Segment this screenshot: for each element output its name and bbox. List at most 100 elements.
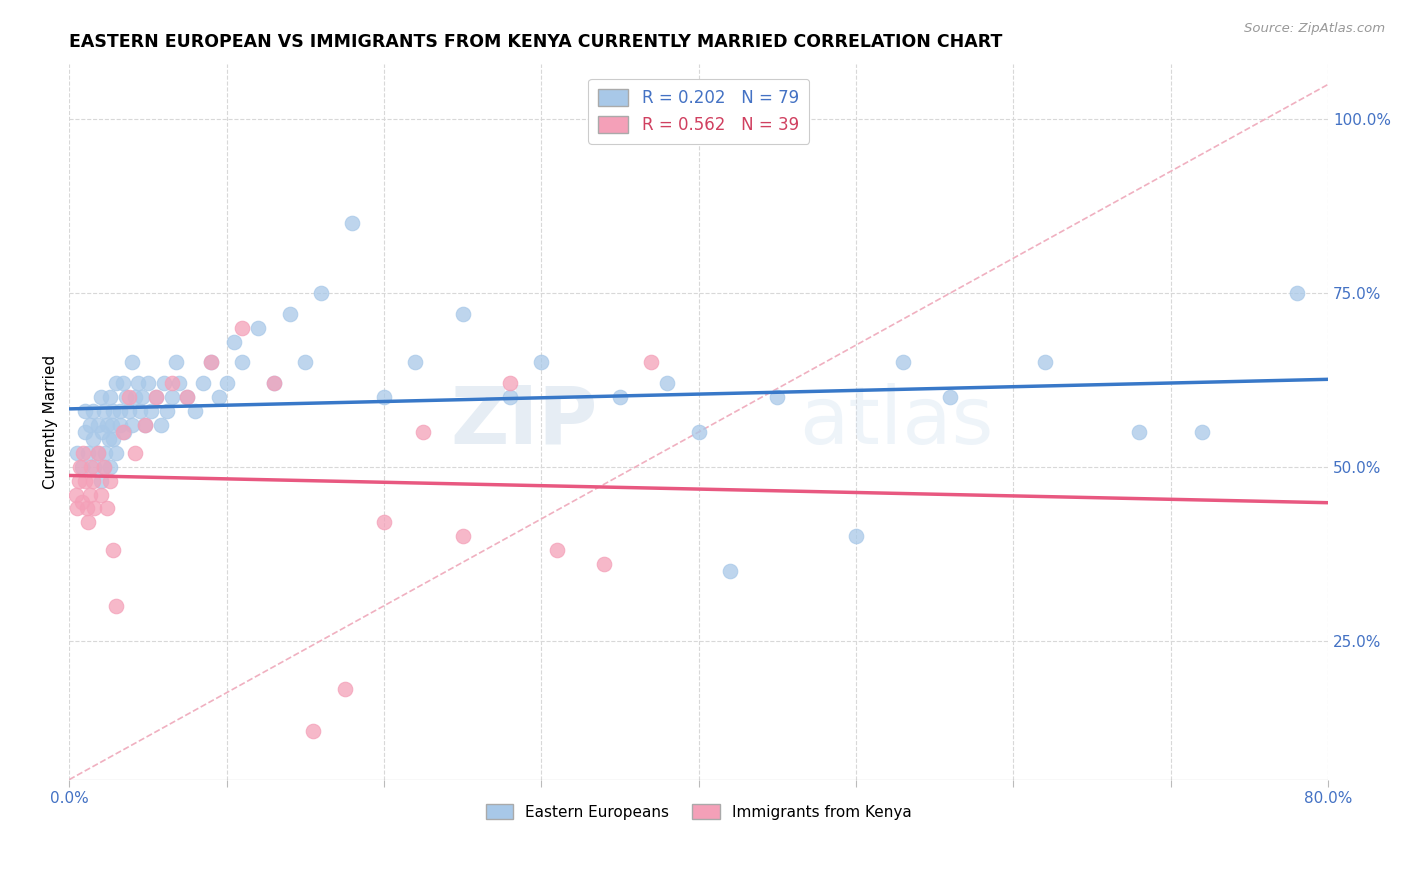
- Point: [93, 459, 115, 474]
- Point: [90, 474, 112, 488]
- Point: [86, 446, 108, 460]
- Point: [176, 390, 198, 404]
- Point: [640, 355, 662, 369]
- Point: [70, 494, 93, 508]
- Point: [121, 417, 143, 432]
- Point: [118, 390, 141, 404]
- Point: [451, 307, 474, 321]
- Text: Source: ZipAtlas.com: Source: ZipAtlas.com: [1244, 22, 1385, 36]
- Point: [404, 355, 426, 369]
- Point: [939, 390, 962, 404]
- Point: [98, 474, 121, 488]
- Point: [231, 320, 253, 334]
- Point: [278, 307, 301, 321]
- Point: [77, 446, 100, 460]
- Point: [160, 376, 183, 391]
- Point: [342, 216, 364, 230]
- Point: [73, 474, 96, 488]
- Point: [224, 334, 246, 349]
- Point: [412, 425, 434, 439]
- Point: [83, 459, 105, 474]
- Point: [169, 376, 191, 391]
- Point: [105, 446, 128, 460]
- Point: [766, 390, 789, 404]
- Point: [136, 376, 159, 391]
- Point: [66, 446, 89, 460]
- Point: [105, 599, 128, 613]
- Point: [83, 501, 105, 516]
- Point: [1285, 285, 1308, 300]
- Point: [103, 543, 125, 558]
- Point: [127, 376, 149, 391]
- Point: [80, 459, 103, 474]
- Point: [184, 404, 207, 418]
- Point: [165, 355, 187, 369]
- Point: [124, 390, 146, 404]
- Text: EASTERN EUROPEAN VS IMMIGRANTS FROM KENYA CURRENTLY MARRIED CORRELATION CHART: EASTERN EUROPEAN VS IMMIGRANTS FROM KENY…: [69, 33, 1002, 51]
- Point: [530, 355, 553, 369]
- Point: [82, 404, 104, 418]
- Point: [67, 474, 90, 488]
- Point: [124, 446, 146, 460]
- Point: [103, 404, 125, 418]
- Point: [373, 516, 395, 530]
- Point: [82, 432, 104, 446]
- Point: [65, 487, 87, 501]
- Point: [891, 355, 914, 369]
- Point: [69, 459, 91, 474]
- Point: [98, 459, 121, 474]
- Point: [86, 417, 108, 432]
- Point: [160, 390, 183, 404]
- Point: [657, 376, 679, 391]
- Text: atlas: atlas: [800, 383, 994, 460]
- Point: [66, 501, 89, 516]
- Y-axis label: Currently Married: Currently Married: [44, 354, 58, 489]
- Point: [152, 376, 174, 391]
- Point: [302, 723, 325, 738]
- Point: [70, 459, 93, 474]
- Point: [103, 432, 125, 446]
- Point: [546, 543, 568, 558]
- Point: [100, 417, 122, 432]
- Point: [593, 557, 616, 571]
- Point: [451, 529, 474, 543]
- Point: [149, 417, 172, 432]
- Point: [111, 376, 134, 391]
- Point: [112, 425, 135, 439]
- Point: [294, 355, 316, 369]
- Point: [499, 390, 522, 404]
- Point: [200, 355, 222, 369]
- Point: [90, 487, 112, 501]
- Point: [845, 529, 868, 543]
- Point: [131, 390, 153, 404]
- Point: [76, 501, 98, 516]
- Point: [1191, 425, 1213, 439]
- Point: [1128, 425, 1150, 439]
- Point: [105, 376, 128, 391]
- Point: [79, 487, 101, 501]
- Point: [200, 355, 222, 369]
- Point: [96, 501, 118, 516]
- Point: [499, 376, 522, 391]
- Point: [93, 404, 115, 418]
- Point: [309, 285, 332, 300]
- Point: [73, 404, 96, 418]
- Point: [72, 446, 94, 460]
- Point: [82, 474, 104, 488]
- Point: [688, 425, 710, 439]
- Point: [373, 390, 395, 404]
- Point: [108, 417, 131, 432]
- Point: [94, 446, 117, 460]
- Point: [108, 404, 131, 418]
- Point: [333, 682, 356, 697]
- Point: [115, 390, 138, 404]
- Point: [191, 376, 214, 391]
- Point: [134, 417, 156, 432]
- Point: [96, 417, 118, 432]
- Point: [139, 404, 162, 418]
- Point: [718, 564, 741, 578]
- Point: [90, 390, 112, 404]
- Point: [208, 390, 231, 404]
- Point: [79, 417, 101, 432]
- Point: [1033, 355, 1056, 369]
